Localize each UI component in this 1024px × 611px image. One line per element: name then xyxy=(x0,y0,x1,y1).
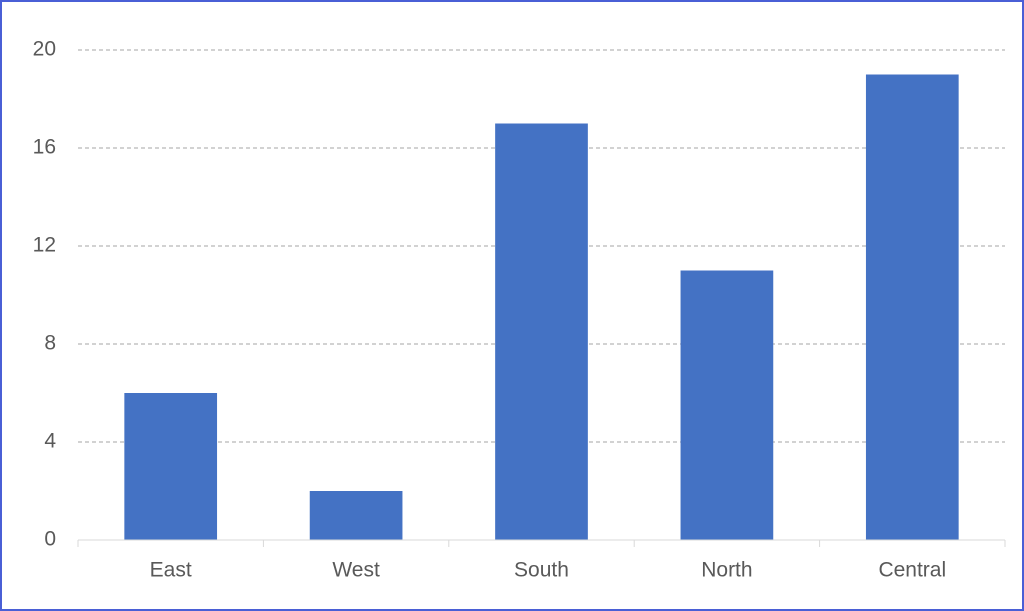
x-tick-label: Central xyxy=(878,559,946,582)
bar xyxy=(124,393,218,540)
bar xyxy=(309,491,403,540)
x-tick-label: South xyxy=(514,559,569,582)
bar xyxy=(865,74,959,540)
y-tick-label: 20 xyxy=(33,38,56,61)
y-tick-label: 12 xyxy=(33,234,56,257)
x-tick-label: North xyxy=(701,559,752,582)
y-tick-label: 4 xyxy=(44,430,56,453)
bar xyxy=(495,123,588,540)
y-tick-label: 0 xyxy=(44,528,56,551)
y-tick-label: 8 xyxy=(44,332,56,355)
x-tick-label: West xyxy=(332,559,380,582)
x-tick-label: East xyxy=(150,559,192,582)
y-tick-label: 16 xyxy=(33,136,56,159)
bar xyxy=(680,270,774,540)
